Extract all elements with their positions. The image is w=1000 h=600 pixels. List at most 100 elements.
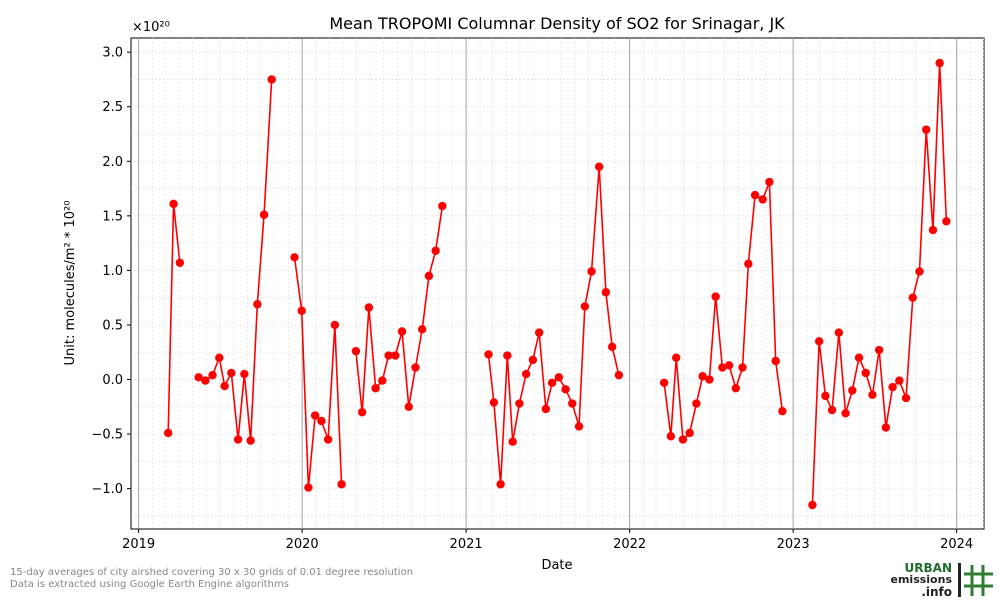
data-point	[240, 369, 249, 379]
logo-line-info: .info	[921, 585, 952, 599]
data-point	[821, 391, 830, 401]
data-point	[267, 75, 276, 84]
data-point	[194, 373, 203, 382]
data-point	[854, 353, 864, 362]
x-axis-label: Date	[541, 558, 572, 573]
data-point	[208, 370, 217, 380]
data-point	[503, 351, 512, 360]
x-tick-label: 2019	[122, 537, 155, 552]
data-point	[738, 363, 747, 372]
logo-line-emissions: emissions	[890, 573, 953, 586]
series-line	[487, 165, 620, 486]
data-point	[489, 398, 499, 407]
data-point	[201, 376, 210, 385]
data-point	[554, 373, 564, 382]
data-point	[861, 368, 870, 378]
x-tick-label: 2023	[777, 537, 810, 552]
data-point	[297, 306, 306, 315]
data-point	[731, 384, 741, 393]
data-point	[175, 258, 185, 267]
y-tick-label: −0.5	[91, 428, 123, 443]
y-tick-label: 1.5	[102, 209, 123, 224]
data-point	[508, 437, 517, 446]
data-point	[771, 356, 780, 366]
data-point	[351, 346, 361, 356]
series-line	[167, 203, 181, 434]
data-point	[895, 376, 904, 385]
data-point	[484, 350, 493, 359]
data-point	[601, 288, 611, 297]
data-point	[317, 416, 326, 426]
data-point	[404, 402, 413, 411]
data-point	[607, 342, 617, 351]
data-point	[534, 328, 544, 337]
data-point	[378, 376, 387, 385]
series-line	[663, 181, 784, 441]
data-point	[424, 271, 434, 281]
data-point	[246, 436, 255, 445]
data-point	[935, 58, 944, 68]
data-point	[227, 368, 236, 378]
y-tick-label: 0.5	[102, 318, 123, 333]
y-tick-label: −1.0	[91, 482, 123, 497]
data-point	[848, 386, 857, 395]
data-point	[765, 177, 774, 187]
data-point	[259, 210, 269, 219]
data-point	[922, 125, 931, 134]
data-point	[290, 253, 299, 262]
data-point	[672, 353, 681, 362]
data-point	[808, 500, 817, 510]
x-tick-label: 2022	[613, 537, 646, 552]
y-tick-label: 0.0	[102, 373, 123, 388]
data-point	[750, 190, 760, 200]
data-point	[928, 225, 938, 235]
footnote-source: Data is extracted using Google Earth Eng…	[10, 579, 289, 590]
data-point	[496, 480, 505, 489]
data-point	[758, 195, 767, 204]
data-point	[718, 363, 727, 372]
data-point	[692, 399, 701, 408]
series	[163, 58, 951, 510]
y-scale-label: ×10²⁰	[132, 20, 170, 35]
y-tick-label: 1.0	[102, 264, 123, 279]
data-point	[814, 337, 824, 346]
x-tick-label: 2020	[286, 537, 319, 552]
data-point	[438, 201, 447, 211]
data-point	[541, 404, 551, 414]
data-point	[827, 405, 837, 415]
data-point	[568, 399, 577, 408]
data-point	[169, 199, 178, 209]
data-point	[310, 411, 320, 420]
series-line	[293, 257, 343, 489]
x-tick-label: 2024	[940, 537, 973, 552]
plot-area: 2019 2020 2021 2022 2023 2024 −1.0 −0.5 0.0 0.5 1…	[91, 37, 985, 552]
data-point	[431, 246, 440, 255]
data-point	[587, 267, 596, 276]
y-axis-label: Unit: molecules/m² * 10²⁰	[63, 201, 78, 366]
data-point	[724, 361, 734, 370]
data-point	[778, 406, 787, 416]
data-point	[220, 381, 229, 391]
logo-line-urban: URBAN	[904, 561, 952, 575]
data-point	[705, 375, 714, 384]
data-point	[397, 327, 407, 336]
data-point	[685, 428, 694, 438]
data-point	[337, 480, 346, 489]
y-tick-label: 2.0	[102, 155, 123, 170]
data-point	[666, 432, 676, 441]
data-point	[868, 390, 877, 399]
data-point	[521, 369, 531, 379]
data-point	[233, 435, 243, 444]
data-point	[698, 372, 707, 381]
data-point	[384, 351, 393, 360]
data-point	[163, 428, 173, 438]
data-point	[574, 422, 584, 431]
data-point	[418, 325, 427, 334]
plot-frame	[130, 37, 985, 530]
data-point	[834, 328, 844, 337]
data-point	[580, 302, 590, 311]
data-point	[357, 408, 367, 417]
data-point	[323, 435, 333, 444]
data-point	[547, 378, 557, 387]
